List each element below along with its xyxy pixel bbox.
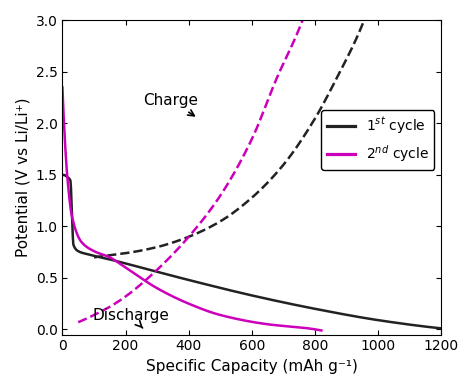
Legend: 1$^{st}$ cycle, 2$^{nd}$ cycle: 1$^{st}$ cycle, 2$^{nd}$ cycle [321,110,435,170]
Text: Charge: Charge [143,93,198,116]
X-axis label: Specific Capacity (mAh g⁻¹): Specific Capacity (mAh g⁻¹) [146,359,358,374]
Text: Discharge: Discharge [92,308,169,328]
Y-axis label: Potential (V vs Li/Li⁺): Potential (V vs Li/Li⁺) [15,98,30,257]
